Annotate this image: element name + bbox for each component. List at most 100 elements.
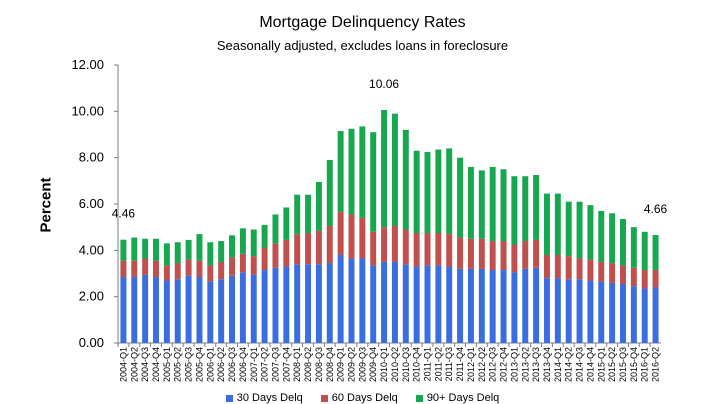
bar-segment-30-days bbox=[359, 258, 366, 343]
bar-segment-30-days bbox=[511, 272, 518, 343]
x-tick-label: 2012-Q2 bbox=[477, 347, 487, 382]
bar-segment-90-days bbox=[402, 129, 409, 230]
bar-segment-90-days bbox=[305, 194, 312, 233]
y-tick-label: 4.00 bbox=[79, 242, 104, 257]
bar-segment-90-days bbox=[641, 231, 648, 271]
bar-segment-30-days bbox=[294, 264, 301, 343]
bar-segment-30-days bbox=[348, 258, 355, 343]
bar-segment-60-days bbox=[467, 238, 474, 269]
bar-segment-60-days bbox=[153, 260, 159, 277]
bar-segment-30-days bbox=[163, 280, 170, 343]
bar-segment-90-days bbox=[576, 201, 583, 259]
bar-segment-60-days bbox=[250, 256, 257, 275]
bar-segment-60-days bbox=[120, 260, 127, 277]
y-tick-label: 12.00 bbox=[71, 57, 104, 72]
bar-segment-60-days bbox=[489, 241, 496, 271]
bar-segment-90-days bbox=[522, 176, 529, 242]
data-label: 4.46 bbox=[112, 207, 136, 221]
bar-segment-60-days bbox=[652, 270, 659, 288]
bar-segment-90-days bbox=[467, 166, 474, 239]
bar-segment-90-days bbox=[142, 238, 149, 259]
bar-segment-90-days bbox=[620, 219, 626, 266]
bar-segment-30-days bbox=[305, 264, 312, 343]
x-tick-label: 2009-Q3 bbox=[357, 347, 367, 382]
bar-segment-30-days bbox=[446, 266, 453, 343]
bar-segment-60-days bbox=[348, 214, 355, 259]
bar-segment-60-days bbox=[196, 260, 203, 277]
x-tick-label: 2010-Q4 bbox=[412, 347, 422, 382]
bar-segment-60-days bbox=[261, 248, 268, 271]
bar-segment-30-days bbox=[153, 276, 159, 343]
bar-segment-90-days bbox=[153, 238, 159, 261]
bar-segment-60-days bbox=[272, 243, 279, 268]
bar-segment-90-days bbox=[652, 235, 659, 271]
bar-segment-60-days bbox=[565, 256, 572, 280]
bar-segment-90-days bbox=[359, 126, 366, 218]
x-tick-label: 2006-Q3 bbox=[227, 347, 237, 382]
bar-segment-90-days bbox=[294, 194, 301, 235]
bar-segment-60-days bbox=[413, 232, 420, 267]
bar-segment-90-days bbox=[261, 224, 268, 249]
bar-segment-60-days bbox=[457, 237, 464, 269]
bar-segment-90-days bbox=[609, 213, 616, 264]
bar-segment-60-days bbox=[207, 265, 214, 282]
x-tick-label: 2012-Q4 bbox=[499, 347, 509, 382]
x-tick-label: 2013-Q2 bbox=[520, 347, 530, 382]
x-tick-label: 2012-Q1 bbox=[466, 347, 476, 382]
bar-segment-90-days bbox=[326, 159, 333, 227]
x-tick-label: 2006-Q4 bbox=[238, 347, 248, 382]
bar-segment-60-days bbox=[337, 212, 344, 255]
x-tick-label: 2015-Q1 bbox=[596, 347, 606, 382]
chart-title: Mortgage Delinquency Rates bbox=[259, 14, 466, 31]
bar-segment-60-days bbox=[142, 258, 149, 275]
bar-segment-90-days bbox=[185, 239, 192, 260]
bar-segment-30-days bbox=[315, 264, 322, 343]
bar-segment-60-days bbox=[402, 229, 409, 265]
x-tick-label: 2010-Q2 bbox=[390, 347, 400, 382]
x-tick-label: 2015-Q4 bbox=[629, 347, 639, 382]
data-label: 10.06 bbox=[369, 77, 399, 91]
x-tick-label: 2015-Q2 bbox=[607, 347, 617, 382]
bar-segment-30-days bbox=[489, 270, 496, 343]
bar-segment-60-days bbox=[218, 261, 225, 280]
chart-subtitle: Seasonally adjusted, excludes loans in f… bbox=[216, 38, 509, 53]
bar-segment-60-days bbox=[522, 241, 529, 269]
bar-segment-60-days bbox=[283, 239, 290, 267]
bar-segment-30-days bbox=[652, 287, 659, 343]
bar-segment-30-days bbox=[174, 279, 181, 343]
bar-segment-60-days bbox=[229, 257, 236, 276]
bar-segment-60-days bbox=[435, 232, 442, 266]
bar-segment-60-days bbox=[511, 244, 518, 273]
bar-segment-60-days bbox=[239, 253, 246, 273]
x-tick-label: 2013-Q1 bbox=[509, 347, 519, 382]
bar-segment-90-days bbox=[131, 237, 138, 261]
bar-segment-30-days bbox=[435, 265, 442, 343]
bar-segment-60-days bbox=[598, 261, 605, 282]
bar-segment-30-days bbox=[120, 276, 127, 343]
bar-segment-90-days bbox=[543, 193, 550, 255]
bar-segment-90-days bbox=[424, 151, 431, 233]
bar-segment-60-days bbox=[478, 238, 485, 269]
bar-segment-90-days bbox=[435, 149, 442, 233]
bar-segment-90-days bbox=[457, 157, 464, 238]
x-tick-label: 2007-Q4 bbox=[281, 347, 291, 382]
bar-segment-30-days bbox=[576, 279, 583, 343]
bar-segment-90-days bbox=[598, 210, 605, 262]
bar-segment-90-days bbox=[250, 229, 257, 257]
x-tick-label: 2014-Q1 bbox=[553, 347, 563, 382]
bar-segment-30-days bbox=[533, 267, 540, 343]
bar-segment-60-days bbox=[554, 254, 561, 279]
bar-segment-90-days bbox=[239, 228, 246, 254]
legend-swatch-30-days bbox=[225, 395, 233, 402]
legend-item-30-days: 30 Days Delq bbox=[225, 393, 303, 404]
bar-segment-90-days bbox=[478, 170, 485, 239]
bar-segment-30-days bbox=[250, 274, 257, 343]
bar-segment-30-days bbox=[522, 268, 529, 343]
bar-segment-30-days bbox=[500, 270, 507, 343]
bar-segment-60-days bbox=[359, 217, 366, 259]
bar-segment-30-days bbox=[283, 266, 290, 343]
bar-segment-90-days bbox=[272, 214, 279, 244]
x-tick-label: 2010-Q1 bbox=[379, 347, 389, 382]
x-tick-label: 2006-Q2 bbox=[216, 347, 226, 382]
bar-segment-90-days bbox=[196, 234, 203, 261]
